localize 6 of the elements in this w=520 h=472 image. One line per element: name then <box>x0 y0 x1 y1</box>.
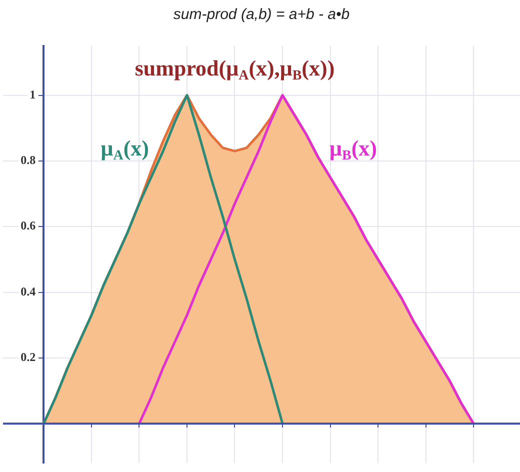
y-tick-label: 0.8 <box>20 153 36 168</box>
y-tick-label: 1 <box>30 87 36 102</box>
y-tick-label: 0.2 <box>20 350 36 364</box>
y-tick-label: 0.6 <box>20 218 36 233</box>
y-tick-label: 0.4 <box>20 284 36 298</box>
chart-title: sum-prod (a,b) = a+b - a•b <box>173 6 350 24</box>
